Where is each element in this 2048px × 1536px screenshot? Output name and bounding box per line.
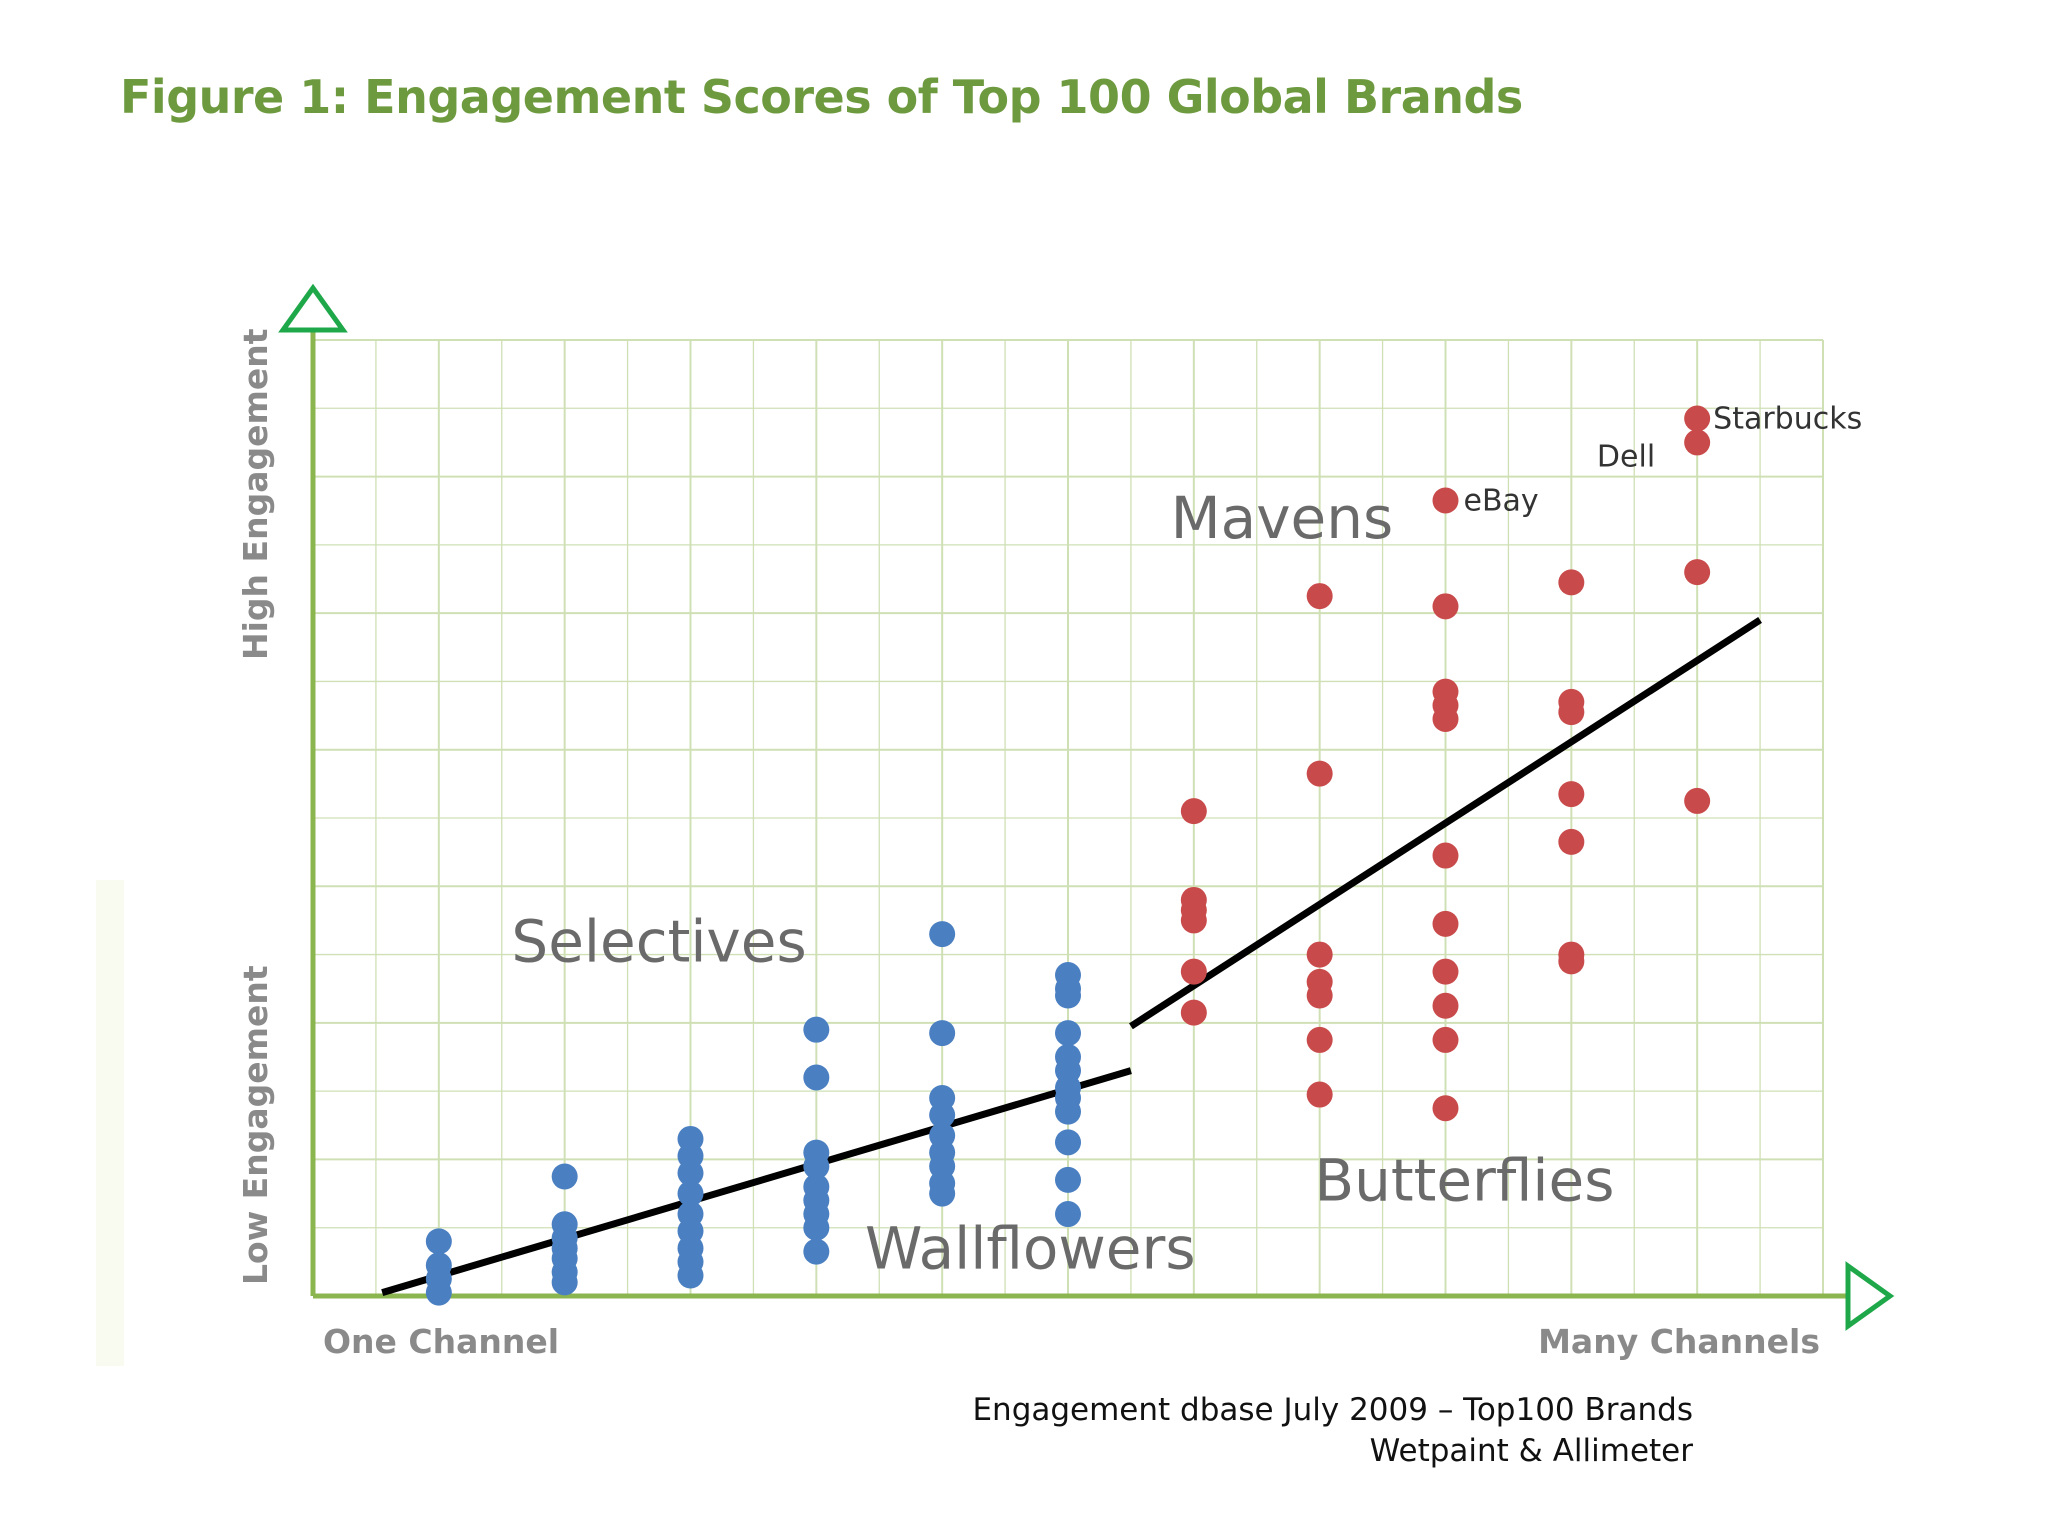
data-point-red xyxy=(1432,958,1459,985)
segment-label-butterflies: Butterflies xyxy=(1314,1146,1614,1214)
data-point-red xyxy=(1180,798,1207,825)
data-point-red xyxy=(1306,941,1333,968)
data-point-red xyxy=(1684,559,1711,586)
data-point-blue xyxy=(929,1020,956,1047)
segment-labels: Mavens Selectives Wallflowers Butterflies xyxy=(511,484,1614,1283)
data-point-red xyxy=(1306,760,1333,787)
data-points xyxy=(425,405,1711,1306)
data-point-red xyxy=(1306,982,1333,1009)
left-edge-shade xyxy=(96,880,124,1366)
trend-line xyxy=(381,1067,1132,1296)
data-point-blue xyxy=(551,1269,578,1296)
trend-line xyxy=(1129,617,1762,1030)
data-point-blue xyxy=(677,1262,704,1289)
data-point-blue xyxy=(803,1238,830,1265)
data-point-red xyxy=(1306,1026,1333,1053)
data-point-blue xyxy=(929,1102,956,1129)
data-point-blue xyxy=(1055,1166,1081,1193)
data-point-red xyxy=(1432,1095,1459,1122)
source-line-1: Engagement dbase July 2009 – Top100 Bran… xyxy=(972,1392,1693,1428)
data-point-blue xyxy=(803,1214,830,1241)
data-point-red xyxy=(1558,569,1585,596)
data-point-red xyxy=(1306,583,1333,610)
data-point-blue xyxy=(1055,1020,1081,1047)
x-label-right: Many Channels xyxy=(1538,1322,1820,1361)
segment-label-wallflowers: Wallflowers xyxy=(865,1215,1196,1283)
data-point-red xyxy=(1180,999,1207,1026)
brand-label-dell: Dell xyxy=(1597,439,1655,474)
data-point-blue xyxy=(803,1064,830,1091)
data-point-blue xyxy=(1055,982,1081,1009)
data-point-blue xyxy=(1055,1201,1081,1228)
data-point-red xyxy=(1684,429,1711,456)
data-point-red xyxy=(1558,948,1585,975)
data-point-blue xyxy=(929,921,956,948)
data-point-red xyxy=(1432,593,1459,620)
brand-label-ebay: eBay xyxy=(1464,483,1539,518)
data-point-blue xyxy=(425,1228,452,1255)
y-label-high: High Engagement xyxy=(236,328,275,660)
source-note: Engagement dbase July 2009 – Top100 Bran… xyxy=(972,1390,1693,1472)
data-point-blue xyxy=(803,1016,830,1043)
data-point-blue xyxy=(929,1180,956,1207)
data-point-red xyxy=(1180,907,1207,934)
brand-label-starbucks: Starbucks xyxy=(1713,402,1862,437)
x-label-left: One Channel xyxy=(323,1322,559,1361)
trend-lines xyxy=(381,617,1762,1296)
y-axis-arrow-icon xyxy=(278,283,348,333)
x-axis-arrow-icon xyxy=(1845,1261,1895,1331)
chart-title: Figure 1: Engagement Scores of Top 100 G… xyxy=(120,70,1523,124)
data-point-red xyxy=(1558,699,1585,726)
data-point-red xyxy=(1558,781,1585,808)
source-line-2: Wetpaint & Allimeter xyxy=(1369,1433,1693,1469)
data-point-blue xyxy=(1055,1098,1081,1125)
data-point-red xyxy=(1432,910,1459,937)
data-point-blue xyxy=(1055,1129,1081,1156)
data-point-red xyxy=(1432,487,1459,514)
data-point-blue xyxy=(551,1163,578,1190)
data-point-blue xyxy=(425,1279,452,1306)
data-point-red xyxy=(1558,828,1585,855)
data-point-red xyxy=(1432,1026,1459,1053)
data-point-blue xyxy=(803,1153,830,1180)
y-label-low: Low Engagement xyxy=(236,965,275,1285)
data-point-blue xyxy=(677,1160,704,1187)
data-point-red xyxy=(1432,992,1459,1019)
data-point-red xyxy=(1684,787,1711,814)
data-point-red xyxy=(1306,1081,1333,1108)
data-point-blue xyxy=(677,1180,704,1207)
data-point-red xyxy=(1432,842,1459,869)
brand-annotations: Starbucks Dell eBay xyxy=(1464,402,1863,519)
segment-label-mavens: Mavens xyxy=(1171,484,1394,552)
segment-label-selectives: Selectives xyxy=(511,907,806,975)
data-point-red xyxy=(1684,405,1711,432)
data-point-red xyxy=(1180,958,1207,985)
axes xyxy=(278,283,1895,1331)
data-point-red xyxy=(1432,705,1459,732)
